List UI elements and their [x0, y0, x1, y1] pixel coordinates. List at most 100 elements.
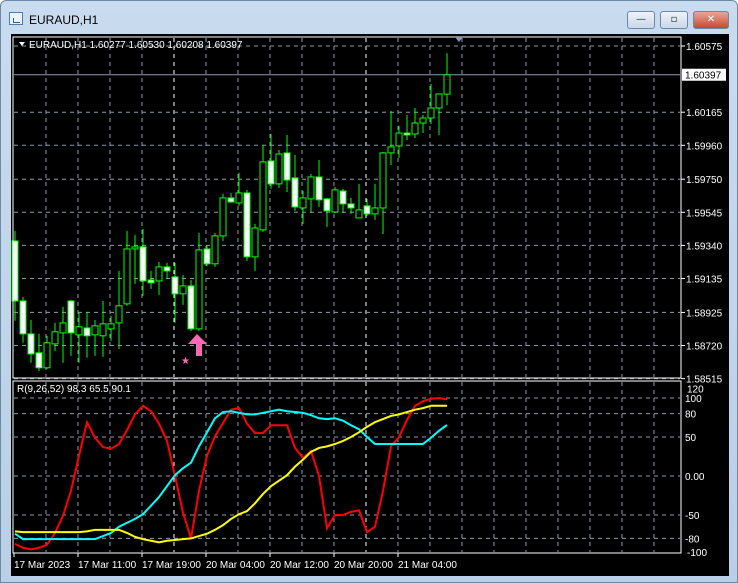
bull-candle-body — [307, 176, 315, 200]
indicator-tick-label: -100 — [687, 548, 707, 559]
bull-candle-body — [91, 325, 99, 336]
candle — [19, 296, 27, 343]
indicator-tick-label: -80 — [685, 534, 700, 545]
candle — [59, 306, 67, 363]
bull-candle-body — [211, 235, 219, 265]
bull-candle-body — [99, 323, 107, 337]
candle — [387, 110, 395, 165]
bull-candle-body — [235, 192, 243, 204]
current-price-box — [682, 68, 726, 81]
bull-candle-body — [195, 249, 203, 330]
candle — [275, 149, 283, 188]
candle — [315, 159, 323, 207]
bear-candle-body — [347, 203, 355, 209]
candle — [51, 322, 59, 351]
bear-candle-body — [267, 160, 275, 185]
bear-candle-body — [323, 198, 331, 212]
price-tick-label: 1.59750 — [686, 175, 723, 186]
maximize-button[interactable]: ▫ — [660, 11, 688, 29]
bull-candle-body — [331, 189, 339, 213]
bear-candle-body — [283, 152, 291, 181]
time-label: 17 Mar 2023 — [14, 560, 71, 571]
star-icon: ★ — [181, 356, 190, 367]
bear-candle-body — [187, 285, 195, 330]
bear-candle-body — [203, 248, 211, 265]
bull-candle-body — [427, 107, 435, 119]
title-bar[interactable]: EURAUD,H1 — ▫ ✕ — [1, 1, 737, 33]
bear-candle-body — [363, 205, 371, 215]
candle — [227, 192, 235, 203]
time-label: 17 Mar 19:00 — [142, 560, 201, 571]
candle — [235, 172, 243, 206]
bull-candle-body — [355, 209, 363, 219]
minimize-button[interactable]: — — [627, 11, 655, 29]
candle — [99, 300, 107, 357]
time-label: 20 Mar 12:00 — [270, 560, 329, 571]
time-label: 20 Mar 04:00 — [206, 560, 265, 571]
candle — [147, 270, 155, 289]
bear-candle-body — [227, 197, 235, 203]
symbol-info: EURAUD,H1 1.60277 1.60530 1.60208 1.6039… — [29, 40, 243, 51]
bull-candle-body — [179, 285, 187, 295]
indicator-tick-label: 100 — [685, 394, 702, 405]
price-tick-label: 1.59545 — [686, 208, 723, 219]
indicator-line-red — [14, 396, 448, 551]
time-label: 21 Mar 04:00 — [398, 560, 457, 571]
bull-candle-body — [59, 322, 67, 334]
bear-candle-body — [147, 279, 155, 284]
bull-candle-body — [75, 326, 83, 336]
bull-candle-body — [379, 152, 387, 209]
indicator-tick-label: 80 — [685, 410, 697, 421]
bear-candle-body — [83, 327, 91, 337]
bull-candle-body — [107, 323, 115, 330]
indicator-tick-label: 50 — [685, 433, 697, 444]
candle — [195, 232, 203, 331]
bull-candle-body — [51, 331, 59, 345]
candle — [339, 188, 347, 213]
candle — [211, 232, 219, 267]
candle — [363, 198, 371, 216]
indicator-tick-label: -50 — [685, 511, 700, 522]
close-button[interactable]: ✕ — [693, 11, 729, 29]
candle — [403, 114, 411, 140]
bear-candle-body — [171, 276, 179, 295]
bear-candle-body — [19, 300, 27, 335]
chart-canvas[interactable]: ★ 1.60575 1.60165 1.59960 1.59750 1.59545 1.59… — [11, 34, 729, 576]
candle — [187, 279, 195, 331]
candle — [27, 319, 35, 363]
bull-candle-body — [371, 207, 379, 215]
bull-candle-body — [259, 161, 267, 231]
bear-candle-body — [243, 192, 251, 258]
bull-candle-body — [419, 117, 427, 124]
chart-svg[interactable]: ★ 1.60575 1.60165 1.59960 1.59750 1.59545 1.59… — [11, 34, 729, 576]
chart-window-icon — [9, 12, 23, 25]
indicator-line-yellow — [14, 404, 448, 544]
price-tick-label: 1.58515 — [686, 375, 723, 386]
bull-candle-body — [387, 146, 395, 154]
bear-candle-body — [403, 132, 411, 136]
bull-candle-body — [275, 153, 283, 185]
candle — [347, 197, 355, 214]
candle — [355, 183, 363, 219]
candle — [283, 134, 291, 192]
candle — [419, 114, 427, 134]
bull-candle-body — [115, 305, 123, 324]
bear-candle-body — [11, 240, 19, 302]
price-tick-label: 1.58925 — [686, 308, 723, 319]
bear-candle-body — [139, 246, 147, 282]
candle — [323, 197, 331, 227]
bull-candle-body — [395, 132, 403, 147]
candle — [251, 223, 259, 271]
candle — [299, 190, 307, 224]
symbol-dropdown-icon — [19, 42, 25, 46]
candle — [379, 151, 387, 234]
candle — [395, 125, 403, 158]
price-tick-label: 1.59960 — [686, 141, 723, 152]
candle — [259, 144, 267, 232]
main-plot-frame — [12, 36, 682, 379]
candle — [435, 93, 443, 135]
window-title: EURAUD,H1 — [29, 13, 99, 27]
time-label: 20 Mar 20:00 — [334, 560, 393, 571]
bull-candle-body — [123, 248, 131, 305]
